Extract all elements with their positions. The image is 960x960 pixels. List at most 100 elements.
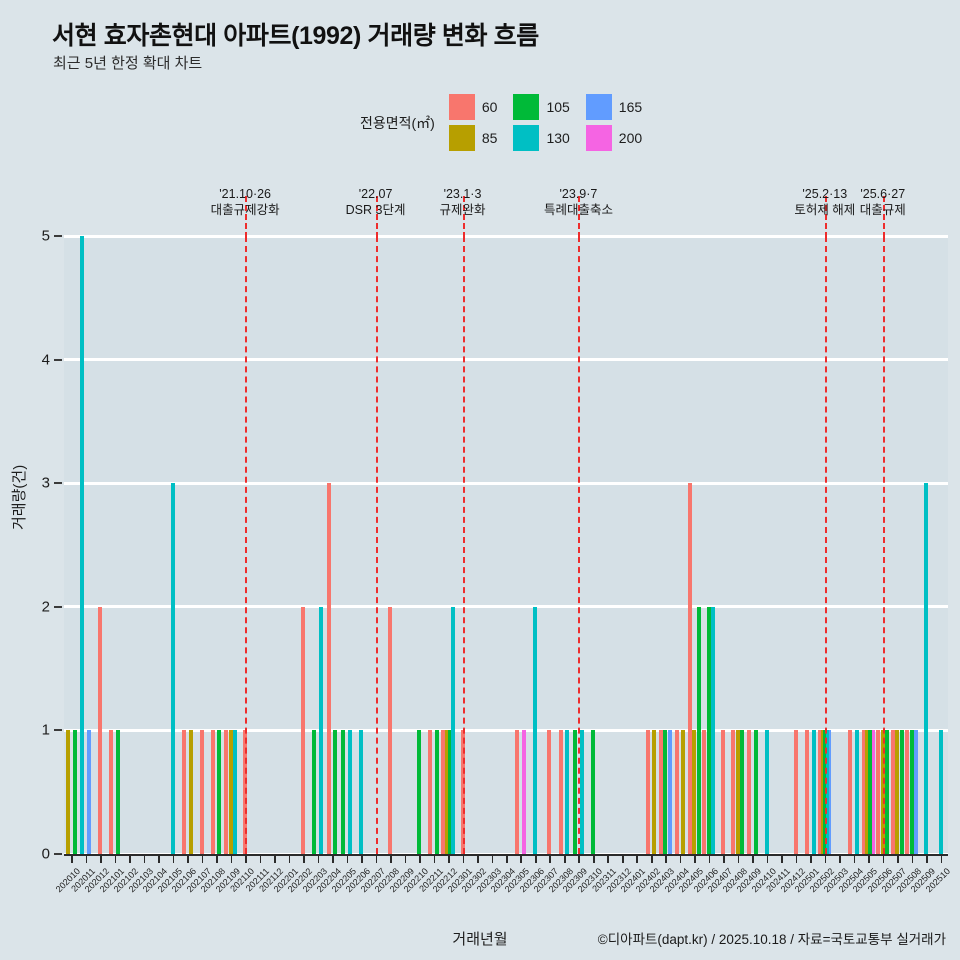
bar[interactable] [515,730,520,854]
bar[interactable] [924,483,929,854]
bar[interactable] [301,606,306,854]
bar[interactable] [674,730,679,854]
bar[interactable] [532,606,537,854]
bar[interactable] [565,730,570,854]
bar[interactable] [764,730,769,854]
bar[interactable] [681,730,686,854]
legend-item-200[interactable]: 200 [585,125,642,151]
bar[interactable] [740,730,745,854]
bar[interactable] [359,730,364,854]
bar[interactable] [434,730,439,854]
bar[interactable] [864,730,869,854]
bar[interactable] [188,730,193,854]
legend-item-60[interactable]: 60 [448,94,497,120]
bar[interactable] [804,730,809,854]
bar[interactable] [706,606,711,854]
bar[interactable] [590,730,595,854]
bar[interactable] [753,730,758,854]
bar[interactable] [855,730,860,854]
bar[interactable] [861,730,865,854]
bar[interactable] [820,730,824,854]
bar[interactable] [228,730,233,854]
bar[interactable] [885,730,890,854]
bar[interactable] [731,730,736,854]
bar[interactable] [217,730,222,854]
legend-item-130[interactable]: 130 [513,125,570,151]
bar[interactable] [876,730,881,854]
bar[interactable] [696,606,701,854]
bar[interactable] [905,730,910,854]
annotation-label: '25.6·27 대출규제 [860,186,906,218]
bar[interactable] [388,606,393,854]
bar[interactable] [914,730,919,854]
bar[interactable] [199,730,204,854]
bar[interactable] [417,730,422,854]
bar[interactable] [692,730,697,854]
bar[interactable] [312,730,317,854]
bar[interactable] [711,606,716,854]
bar[interactable] [72,730,77,854]
bar[interactable] [80,236,85,854]
bar[interactable] [573,730,578,854]
bar[interactable] [687,483,692,854]
bar[interactable] [899,730,904,854]
bar[interactable] [871,730,875,854]
bar[interactable] [318,606,323,854]
bar[interactable] [811,730,816,854]
bar[interactable] [558,730,563,854]
bar[interactable] [645,730,650,854]
bar[interactable] [233,730,238,854]
bar[interactable] [448,730,452,854]
bar[interactable] [818,730,821,854]
x-tick-mark [781,856,783,863]
annotation-line-stub [578,196,581,238]
bar[interactable] [909,730,914,854]
bar[interactable] [848,730,853,854]
legend-item-85[interactable]: 85 [448,125,497,151]
legend-item-165[interactable]: 165 [585,94,642,120]
bar[interactable] [735,730,740,854]
bar[interactable] [667,730,672,854]
x-tick-mark [621,856,624,863]
bar[interactable] [326,483,331,854]
bar[interactable] [828,730,832,854]
bar[interactable] [333,730,338,854]
bar[interactable] [109,730,114,854]
bar[interactable] [87,730,92,854]
bar[interactable] [181,730,186,854]
bar[interactable] [170,483,175,854]
bar[interactable] [658,730,663,854]
bar[interactable] [224,730,229,854]
bar[interactable] [341,730,346,854]
bar[interactable] [652,730,657,854]
legend-item-105[interactable]: 105 [513,94,570,120]
bar[interactable] [428,730,433,854]
x-tick-mark [520,856,523,863]
bar[interactable] [826,730,829,854]
bar[interactable] [721,730,726,854]
bar[interactable] [702,730,707,854]
bar[interactable] [65,730,70,854]
bar[interactable] [663,730,668,854]
bar[interactable] [347,730,352,854]
bar[interactable] [747,730,752,854]
bar[interactable] [116,730,121,854]
bar[interactable] [938,730,943,854]
x-tick-mark [607,856,610,863]
bar[interactable] [521,730,526,854]
bar[interactable] [895,730,900,854]
bar[interactable] [444,730,449,854]
x-tick-mark [375,856,378,863]
bar[interactable] [890,730,895,854]
y-tick-mark [54,235,62,237]
bar[interactable] [441,730,445,854]
x-tick-mark [361,856,363,863]
bar[interactable] [451,606,455,854]
bar[interactable] [547,730,552,854]
x-tick-mark [158,856,160,863]
bar[interactable] [98,606,103,854]
bar[interactable] [868,730,872,854]
bar[interactable] [210,730,215,854]
bar[interactable] [579,730,584,854]
bar[interactable] [793,730,798,854]
